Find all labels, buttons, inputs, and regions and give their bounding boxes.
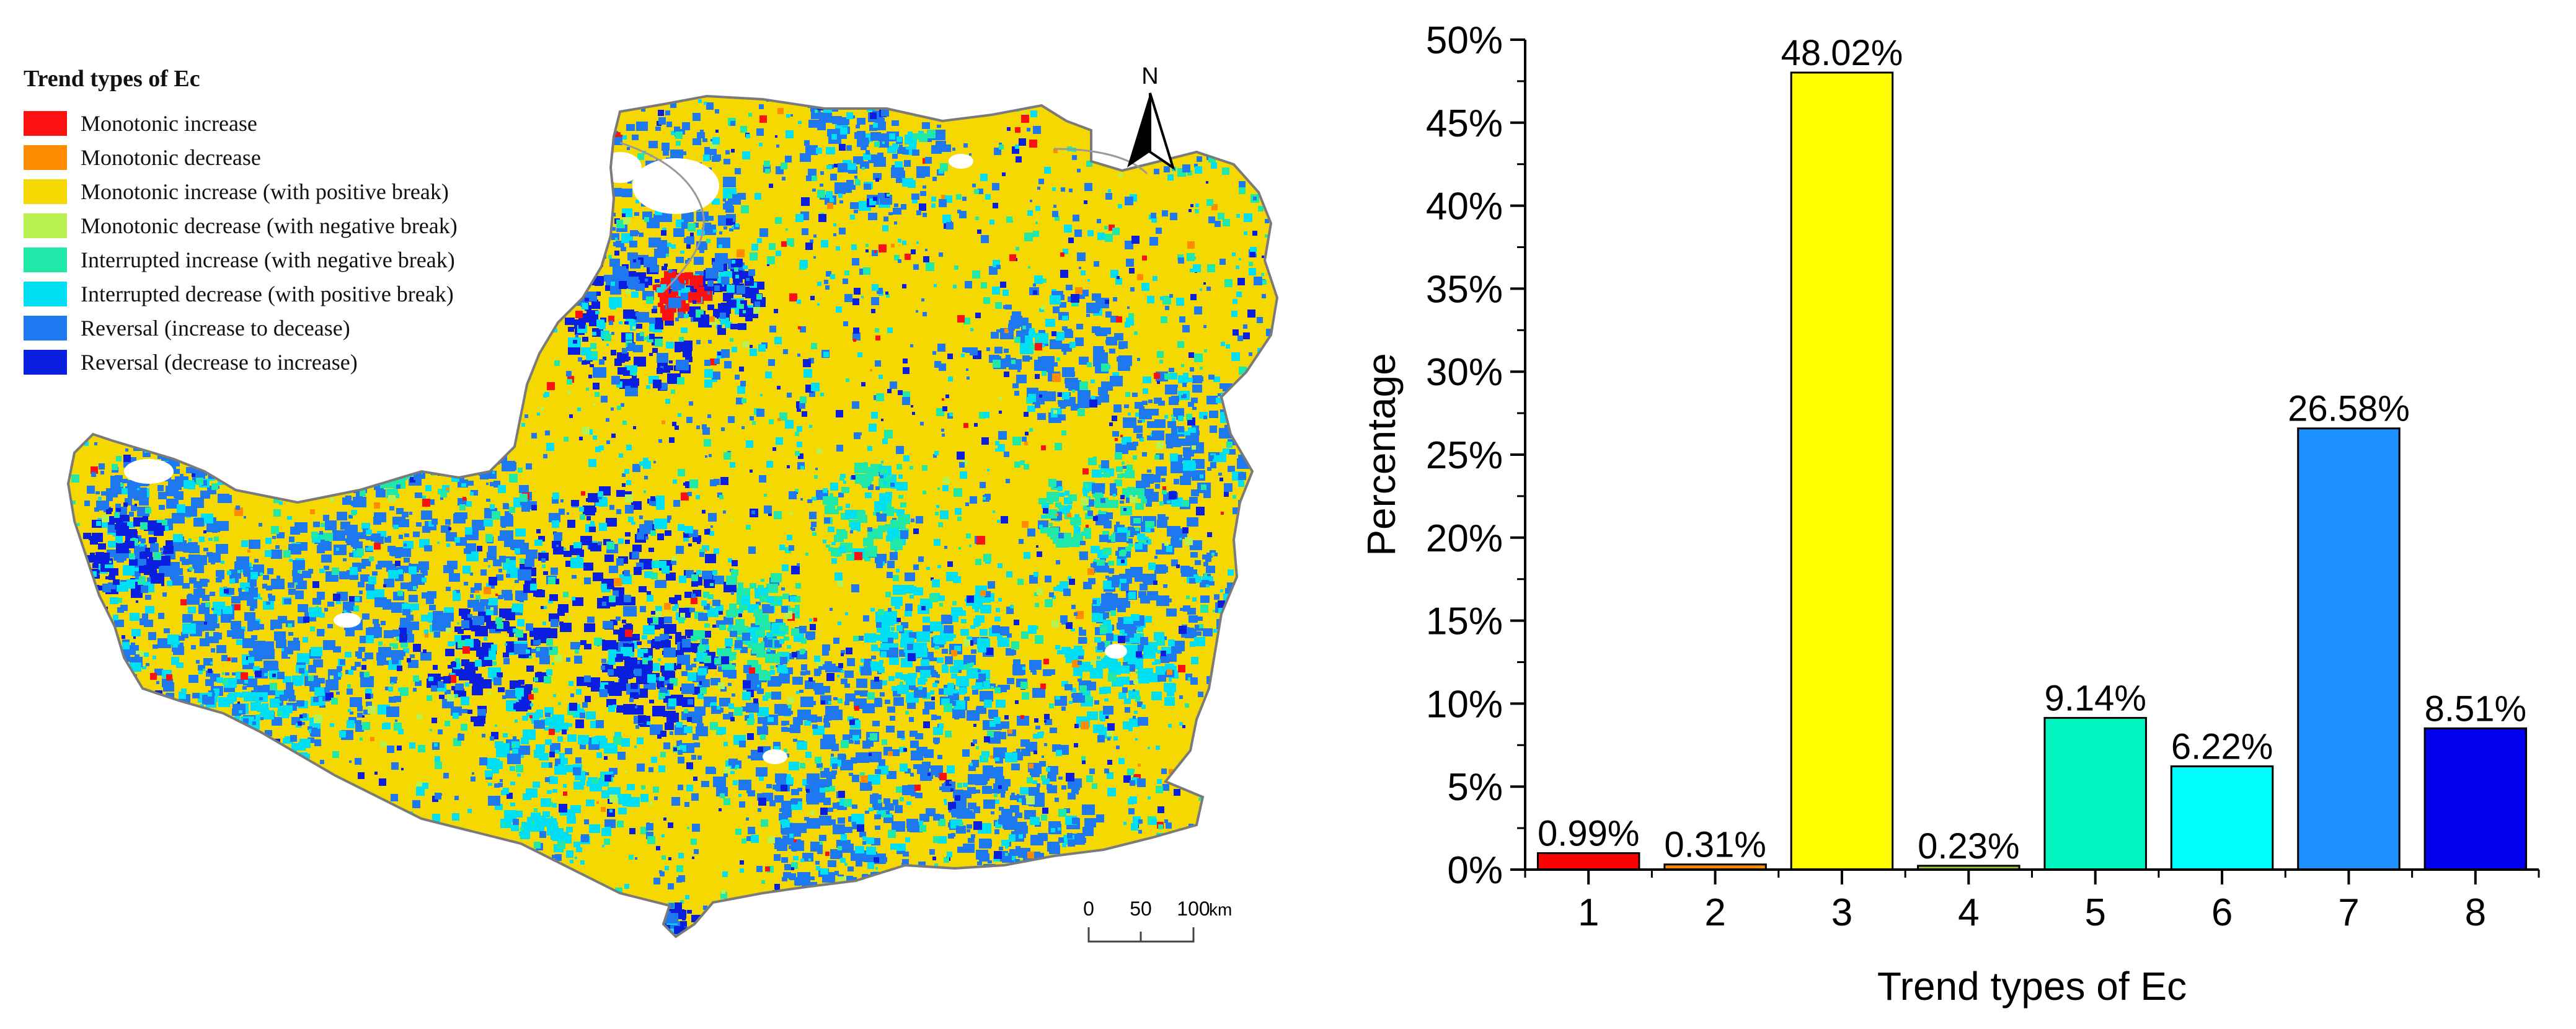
- data-label-6: 6.22%: [2171, 727, 2273, 767]
- data-label-8: 8.51%: [2425, 688, 2526, 729]
- scale-unit: km: [1209, 900, 1232, 919]
- bar-chart: 0% 5% 10% 15% 20% 25% 30% 35% 40% 45% 50% 0.99% 0.3…: [1339, 0, 2576, 1026]
- bar-6: [2171, 767, 2273, 870]
- scale-bar: 0 50 100 km: [1066, 893, 1252, 961]
- x-tick-label: 2: [1704, 891, 1725, 934]
- y-tick-label: 45%: [1426, 102, 1503, 145]
- legend-label: Reversal (decrease to increase): [81, 349, 358, 375]
- legend-label: Monotonic decrease (with negative break): [81, 213, 458, 239]
- x-tick-label: 3: [1831, 891, 1852, 934]
- y-tick-label: 25%: [1426, 434, 1503, 477]
- scale-tick-50: 50: [1130, 898, 1152, 920]
- legend-label: Interrupted decrease (with positive brea…: [81, 281, 454, 307]
- x-tick-label: 8: [2465, 891, 2486, 934]
- legend-swatch: [24, 213, 67, 238]
- legend-label: Monotonic increase (with positive break): [81, 179, 449, 205]
- y-axis-ticks: 0% 5% 10% 15% 20% 25% 30% 35% 40% 45% 50%: [1426, 19, 1525, 892]
- map-panel: Trend types of Ec Monotonic increase Mon…: [0, 0, 1339, 1026]
- x-tick-label: 6: [2211, 891, 2233, 934]
- legend-swatch: [24, 316, 67, 341]
- data-label-4: 0.23%: [1918, 826, 2019, 866]
- y-axis-title: Percentage: [1359, 353, 1404, 556]
- legend-label: Interrupted increase (with negative brea…: [81, 247, 455, 273]
- y-tick-label: 10%: [1426, 683, 1503, 726]
- north-arrow-icon: [1127, 93, 1150, 167]
- y-tick-label: 40%: [1426, 185, 1503, 228]
- legend-item-8: Reversal (decrease to increase): [24, 345, 458, 379]
- north-arrow-icon-outline: [1150, 93, 1173, 167]
- legend-item-4: Monotonic decrease (with negative break): [24, 208, 458, 243]
- legend-swatch: [24, 247, 67, 272]
- chart-panel: 0% 5% 10% 15% 20% 25% 30% 35% 40% 45% 50% 0.99% 0.3…: [1339, 0, 2576, 1026]
- legend-swatch: [24, 282, 67, 306]
- y-tick-label: 30%: [1426, 351, 1503, 394]
- legend-swatch: [24, 350, 67, 375]
- y-tick-label: 50%: [1426, 19, 1503, 62]
- data-label-5: 9.14%: [2044, 678, 2146, 718]
- scale-bar-line: [1089, 927, 1193, 942]
- legend-item-1: Monotonic increase: [24, 106, 458, 140]
- legend-swatch: [24, 145, 67, 170]
- north-arrow: N: [1116, 59, 1184, 183]
- legend-label: Reversal (increase to decease): [81, 315, 350, 341]
- data-label-3: 48.02%: [1781, 33, 1903, 73]
- bar-1: [1538, 853, 1639, 870]
- x-tick-label: 7: [2338, 891, 2359, 934]
- x-tick-label: 5: [2084, 891, 2105, 934]
- data-label-2: 0.31%: [1664, 825, 1766, 865]
- legend-item-3: Monotonic increase (with positive break): [24, 174, 458, 208]
- legend-label: Monotonic decrease: [81, 145, 261, 171]
- x-tick-label: 1: [1578, 891, 1599, 934]
- legend-swatch: [24, 179, 67, 204]
- bar-5: [2045, 718, 2146, 870]
- x-axis-title: Trend types of Ec: [1877, 964, 2187, 1009]
- data-label-7: 26.58%: [2288, 389, 2410, 429]
- legend-item-2: Monotonic decrease: [24, 140, 458, 174]
- map-legend: Trend types of Ec Monotonic increase Mon…: [24, 65, 458, 379]
- bar-7: [2298, 429, 2400, 870]
- y-tick-label: 0%: [1447, 849, 1503, 892]
- x-axis-ticks: 1 2 3 4 5 6 7 8: [1525, 870, 2539, 934]
- data-label-1: 0.99%: [1538, 814, 1639, 854]
- y-tick-label: 35%: [1426, 268, 1503, 311]
- x-tick-label: 4: [1958, 891, 1979, 934]
- bars: [1538, 73, 2526, 870]
- scale-tick-100: 100: [1177, 898, 1210, 920]
- scale-tick-0: 0: [1083, 898, 1094, 920]
- legend-item-5: Interrupted increase (with negative brea…: [24, 243, 458, 277]
- north-label: N: [1141, 63, 1158, 89]
- bar-8: [2425, 728, 2526, 870]
- y-tick-label: 5%: [1447, 766, 1503, 809]
- y-tick-label: 15%: [1426, 600, 1503, 643]
- y-tick-label: 20%: [1426, 517, 1503, 560]
- legend-label: Monotonic increase: [81, 110, 257, 136]
- legend-title: Trend types of Ec: [24, 65, 458, 92]
- legend-item-7: Reversal (increase to decease): [24, 311, 458, 345]
- legend-swatch: [24, 111, 67, 136]
- bar-3: [1791, 73, 1893, 870]
- legend-item-6: Interrupted decrease (with positive brea…: [24, 277, 458, 311]
